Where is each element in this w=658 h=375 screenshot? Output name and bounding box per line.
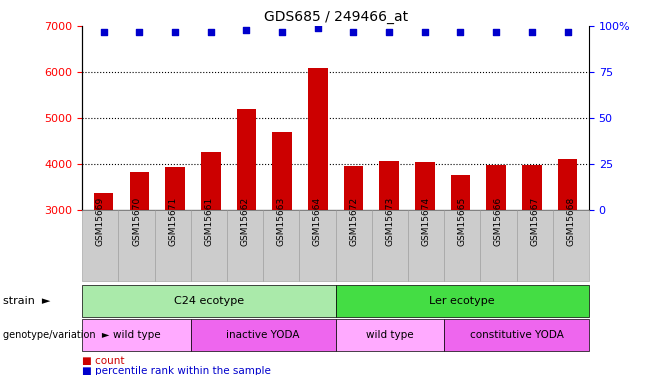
Bar	[379, 161, 399, 210]
Bar	[237, 109, 256, 210]
Bar	[201, 152, 220, 210]
Bar	[522, 165, 542, 210]
Point	[491, 29, 501, 35]
Point	[241, 27, 251, 33]
Text: ■ percentile rank within the sample: ■ percentile rank within the sample	[82, 366, 271, 375]
Text: GSM15663: GSM15663	[277, 196, 286, 246]
Bar	[130, 172, 149, 210]
Text: GSM15671: GSM15671	[168, 196, 177, 246]
Point	[277, 29, 288, 35]
Point	[348, 29, 359, 35]
Bar	[558, 159, 577, 210]
Bar	[308, 68, 328, 210]
Text: inactive YODA: inactive YODA	[226, 330, 300, 340]
Point	[455, 29, 466, 35]
Text: GSM15673: GSM15673	[386, 196, 394, 246]
Text: GSM15669: GSM15669	[96, 196, 105, 246]
Text: constitutive YODA: constitutive YODA	[470, 330, 563, 340]
Text: strain  ►: strain ►	[3, 296, 51, 306]
Text: GSM15668: GSM15668	[567, 196, 575, 246]
Text: ■ count: ■ count	[82, 356, 125, 366]
Point	[205, 29, 216, 35]
Bar	[486, 165, 506, 210]
Text: wild type: wild type	[366, 330, 414, 340]
Point	[562, 29, 572, 35]
Text: GSM15665: GSM15665	[458, 196, 467, 246]
Point	[134, 29, 145, 35]
Text: GSM15664: GSM15664	[313, 196, 322, 246]
Bar	[343, 166, 363, 210]
Point	[313, 25, 323, 31]
Bar	[451, 175, 470, 210]
Text: wild type: wild type	[113, 330, 161, 340]
Text: GSM15667: GSM15667	[530, 196, 539, 246]
Point	[99, 29, 109, 35]
Text: GSM15666: GSM15666	[494, 196, 503, 246]
Text: GSM15662: GSM15662	[241, 196, 249, 246]
Text: GSM15674: GSM15674	[422, 196, 430, 246]
Point	[384, 29, 394, 35]
Text: GSM15670: GSM15670	[132, 196, 141, 246]
Text: GSM15661: GSM15661	[205, 196, 213, 246]
Bar	[415, 162, 434, 210]
Text: C24 ecotype: C24 ecotype	[174, 296, 244, 306]
Bar	[165, 167, 185, 210]
Bar	[272, 132, 292, 210]
Bar	[94, 192, 113, 210]
Text: genotype/variation  ►: genotype/variation ►	[3, 330, 110, 340]
Point	[526, 29, 537, 35]
Point	[170, 29, 180, 35]
Text: GSM15672: GSM15672	[349, 196, 358, 246]
Text: Ler ecotype: Ler ecotype	[430, 296, 495, 306]
Title: GDS685 / 249466_at: GDS685 / 249466_at	[263, 10, 408, 24]
Point	[420, 29, 430, 35]
